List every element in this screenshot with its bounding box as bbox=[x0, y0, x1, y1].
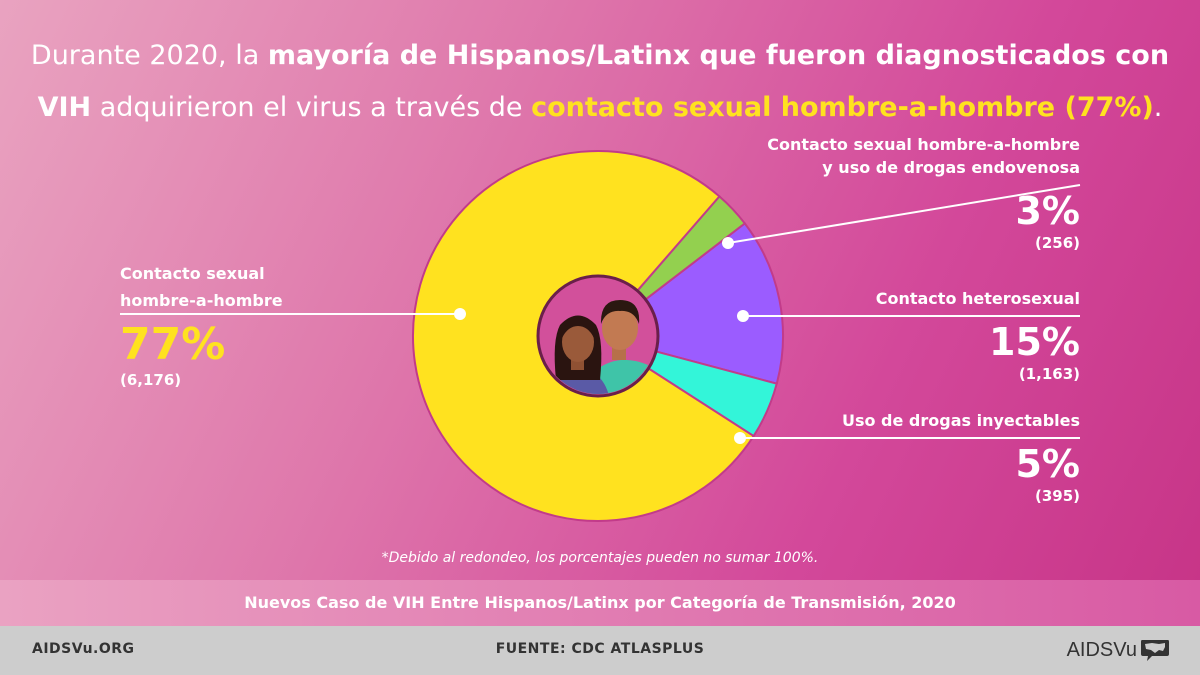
label-hetero: Contacto heterosexual 15% (1,163) bbox=[876, 285, 1080, 384]
label-msm-idu: Contacto sexual hombre-a-hombre y uso de… bbox=[767, 133, 1080, 253]
label-msm: Contacto sexual hombre-a-hombre 77% (6,1… bbox=[120, 260, 283, 390]
rounding-note: *Debido al redondeo, los porcentajes pue… bbox=[381, 550, 819, 566]
label-msm-line-1: Contacto sexual bbox=[120, 264, 265, 283]
slice-msm-idu-leader-line bbox=[727, 184, 1081, 244]
headline-highlight: contacto sexual hombre-a-hombre (77%) bbox=[531, 92, 1154, 123]
footer: AIDSVu.ORG FUENTE: CDC ATLASPLUS AIDSVu bbox=[0, 626, 1200, 675]
label-msm-idu-line-1: Contacto sexual hombre-a-hombre bbox=[767, 135, 1080, 154]
slice-msm-idu-leader-dot bbox=[722, 237, 734, 249]
usa-map-speech-bubble-icon bbox=[1141, 640, 1169, 661]
label-msm-idu-line-2: y uso de drogas endovenosa bbox=[822, 158, 1080, 177]
slice-idu-leader-dot bbox=[734, 432, 746, 444]
footer-logo: AIDSVu bbox=[1067, 636, 1170, 664]
headline: Durante 2020, la mayoría de Hispanos/Lat… bbox=[10, 30, 1190, 134]
label-idu-percent: 5% bbox=[1015, 442, 1080, 486]
slice-hetero-leader-dot bbox=[737, 310, 749, 322]
label-msm-percent: 77% bbox=[120, 319, 226, 370]
label-hetero-count: (1,163) bbox=[1018, 365, 1080, 383]
label-msm-line-2: hombre-a-hombre bbox=[120, 291, 283, 310]
pie-chart bbox=[412, 150, 1081, 522]
headline-bold-1: mayoría de Hispanos/Latinx que fueron di… bbox=[267, 40, 1170, 71]
footer-site[interactable]: AIDSVu.ORG bbox=[32, 641, 135, 657]
label-msm-count: (6,176) bbox=[120, 371, 182, 389]
label-idu-line-1: Uso de drogas inyectables bbox=[841, 411, 1080, 430]
headline-text-2: adquirieron el virus a través de bbox=[91, 92, 532, 123]
label-msm-idu-percent: 3% bbox=[1015, 189, 1080, 233]
label-hetero-line-1: Contacto heterosexual bbox=[875, 289, 1080, 308]
label-idu: Uso de drogas inyectables 5% (395) bbox=[842, 407, 1080, 506]
label-hetero-percent: 15% bbox=[989, 320, 1080, 364]
label-idu-count: (395) bbox=[1034, 487, 1080, 505]
headline-text-3: . bbox=[1153, 92, 1163, 123]
label-msm-idu-count: (256) bbox=[1034, 234, 1080, 252]
footer-source: FUENTE: CDC ATLASPLUS bbox=[495, 641, 705, 657]
headline-bold-2: VIH bbox=[37, 92, 92, 123]
slice-msm-leader-dot bbox=[454, 308, 466, 320]
footer-logo-text: AIDSVu bbox=[1066, 638, 1137, 661]
chart-title: Nuevos Caso de VIH Entre Hispanos/Latinx… bbox=[0, 580, 1200, 626]
headline-text-1: Durante 2020, la bbox=[30, 40, 268, 71]
